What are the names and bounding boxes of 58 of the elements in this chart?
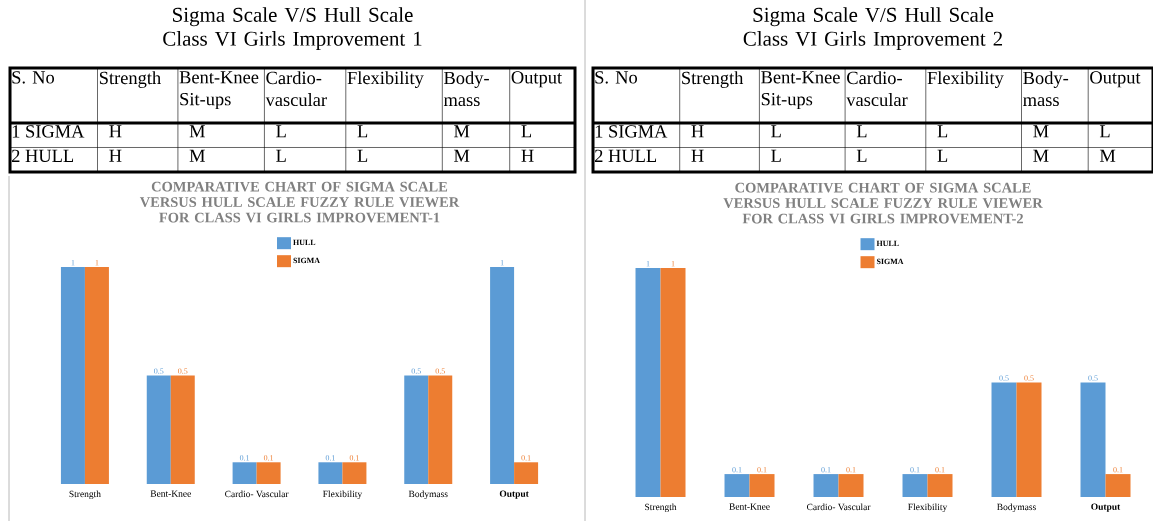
category-label: Body-mass: [1023, 71, 1069, 107]
category-label: Cardio-vascular: [846, 71, 908, 107]
text: L: [357, 125, 368, 138]
text: H: [109, 149, 122, 162]
category-label: S. No: [12, 71, 55, 84]
x-tick-label: Bent-Knee: [150, 490, 191, 497]
category-label: Cardio-vascular: [265, 71, 327, 107]
x-tick-label: Strength: [645, 503, 677, 513]
x-tick-label: Bent-Knee: [729, 503, 770, 510]
text: H: [691, 125, 704, 138]
text: 1 SIGMA: [12, 125, 85, 138]
text: M: [454, 149, 470, 162]
x-tick-label: Output: [499, 490, 529, 499]
category-label: Flexibility: [347, 71, 424, 88]
text: L: [937, 125, 948, 138]
text: 1 SIGMA: [595, 125, 668, 138]
x-tick-label: Flexibility: [908, 503, 948, 513]
x-tick-label: Flexibility: [322, 490, 363, 500]
category-label: Body-mass: [443, 71, 489, 107]
text: M: [454, 125, 470, 138]
text: M: [1033, 125, 1049, 138]
text: L: [856, 125, 867, 138]
chart-title: COMPARATIVE CHART OF SIGMA SCALE VERSUS HULL SCALE FUZZY RULE VIEWER FOR CLASS VI GIRLS IMPROVEMENT-2: [723, 182, 1043, 224]
text: L: [521, 125, 532, 138]
x-tick-label: Cardio- Vascular: [806, 503, 871, 511]
text: L: [771, 125, 781, 138]
text: M: [1033, 149, 1049, 162]
text: 2 HULL: [595, 149, 657, 163]
category-label: Strength: [99, 71, 161, 88]
category-label: Flexibility: [927, 71, 1004, 88]
text: H: [109, 125, 122, 138]
category-label: Output: [511, 71, 562, 88]
x-tick-label: Strength: [69, 490, 101, 500]
x-tick-label: Bodymass: [408, 490, 448, 500]
category-label: Bent-Knee Sit-ups: [179, 71, 259, 110]
text: M: [189, 125, 205, 138]
x-tick-label: Bodymass: [997, 503, 1036, 513]
text: H: [521, 149, 534, 162]
text: 2 HULL: [12, 149, 74, 163]
text: L: [937, 149, 948, 162]
text: L: [276, 125, 286, 138]
text: L: [276, 149, 286, 162]
text: Sigma Scale V/S Hull Scale Class VI Girls Improvement 1: [163, 7, 422, 51]
x-tick-label: Output: [1091, 503, 1121, 512]
category-label: Output: [1090, 71, 1141, 88]
chart-title: COMPARATIVE CHART OF SIGMA SCALE VERSUS HULL SCALE FUZZY RULE VIEWER FOR CLASS VI GIRLS IMPROVEMENT-1: [139, 181, 460, 223]
x-tick-label: Cardio- Vascular: [225, 490, 289, 498]
text: L: [357, 149, 368, 162]
text: L: [771, 149, 781, 162]
text: L: [856, 149, 867, 162]
category-label: Strength: [682, 71, 744, 88]
category-label: S. No: [595, 71, 638, 84]
text: Sigma Scale V/S Hull Scale Class VI Girls Improvement 2: [743, 7, 1003, 51]
text: H: [691, 149, 704, 162]
text: L: [1099, 125, 1110, 138]
text: M: [189, 149, 205, 162]
text: M: [1099, 149, 1116, 162]
category-label: Bent-Knee Sit-ups: [761, 71, 840, 110]
